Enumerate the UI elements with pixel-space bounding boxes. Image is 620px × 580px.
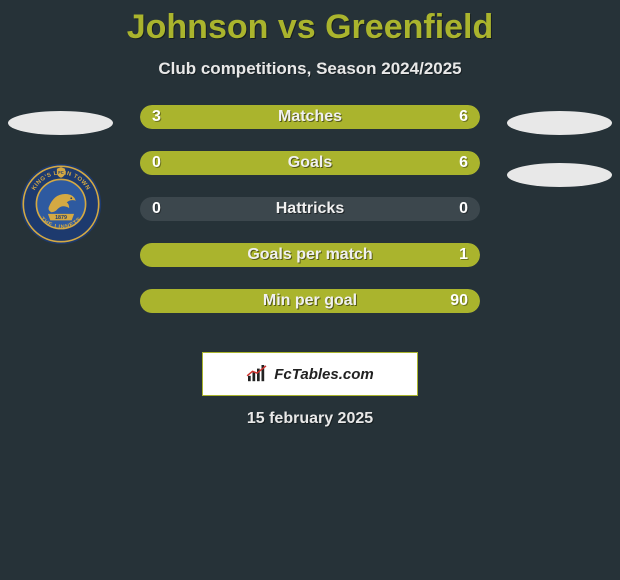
crest-year: 1879 (55, 215, 67, 221)
bar-chart-icon (246, 365, 268, 383)
date-text: 15 february 2025 (0, 410, 620, 428)
left-slot-ellipse-1 (8, 111, 113, 135)
stat-label: Goals per match (140, 243, 480, 267)
stat-bar: 36Matches (140, 105, 480, 129)
crest-abbr: FC (58, 170, 64, 175)
brand-card: FcTables.com (202, 352, 418, 396)
page-title: Johnson vs Greenfield (0, 0, 620, 47)
stat-bars: 36Matches 06Goals 00Hattricks 1Goals per ma… (140, 105, 480, 335)
club-crest: KING'S LYNN TOWN THE LINNETS 1879 FC (20, 163, 102, 245)
stat-bar: 1Goals per match (140, 243, 480, 267)
stat-label: Goals (140, 151, 480, 175)
stat-label: Hattricks (140, 197, 480, 221)
stat-label: Min per goal (140, 289, 480, 313)
stat-bar: 06Goals (140, 151, 480, 175)
right-slot-ellipse-1 (507, 111, 612, 135)
stat-bar: 00Hattricks (140, 197, 480, 221)
brand-text: FcTables.com (274, 366, 373, 383)
subtitle: Club competitions, Season 2024/2025 (0, 59, 620, 79)
crest-icon: KING'S LYNN TOWN THE LINNETS 1879 FC (20, 163, 102, 245)
right-slot-ellipse-2 (507, 163, 612, 187)
stat-label: Matches (140, 105, 480, 129)
stat-bar: 90Min per goal (140, 289, 480, 313)
